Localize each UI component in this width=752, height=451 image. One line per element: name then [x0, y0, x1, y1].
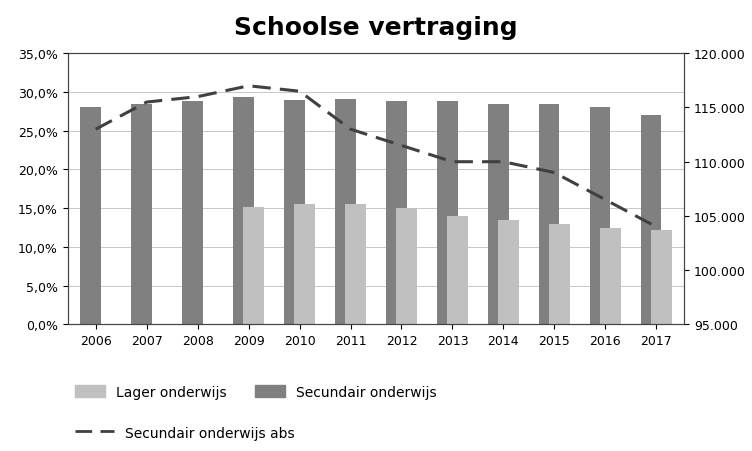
Bar	[600, 228, 620, 325]
Bar	[244, 208, 264, 325]
Secundair onderwijs abs	[448, 160, 457, 165]
Bar	[437, 102, 457, 325]
Bar	[447, 216, 468, 325]
Bar	[295, 205, 315, 325]
Bar	[549, 224, 570, 325]
Bar	[387, 101, 407, 325]
Title: Schoolse vertraging: Schoolse vertraging	[234, 16, 518, 40]
Secundair onderwijs abs	[346, 127, 355, 133]
Bar	[80, 108, 101, 325]
Secundair onderwijs abs	[142, 100, 151, 106]
Secundair onderwijs abs	[397, 143, 406, 149]
Legend: Secundair onderwijs abs: Secundair onderwijs abs	[74, 426, 294, 440]
Secundair onderwijs abs	[295, 89, 304, 95]
Bar	[651, 230, 672, 325]
Bar	[132, 104, 152, 325]
Bar	[488, 104, 508, 325]
Secundair onderwijs abs	[550, 170, 559, 176]
Secundair onderwijs abs	[601, 198, 610, 203]
Bar	[182, 101, 203, 325]
Bar	[345, 205, 365, 325]
Bar	[233, 98, 253, 325]
Bar	[335, 100, 356, 325]
Secundair onderwijs abs	[652, 225, 661, 230]
Bar	[641, 116, 662, 325]
Secundair onderwijs abs	[499, 160, 508, 165]
Secundair onderwijs abs	[244, 84, 253, 89]
Secundair onderwijs abs	[91, 127, 100, 133]
Line: Secundair onderwijs abs: Secundair onderwijs abs	[96, 87, 656, 227]
Bar	[499, 221, 519, 325]
Bar	[396, 209, 417, 325]
Bar	[539, 105, 559, 325]
Bar	[284, 101, 305, 325]
Bar	[590, 108, 611, 325]
Secundair onderwijs abs	[193, 95, 202, 100]
Legend: Lager onderwijs, Secundair onderwijs: Lager onderwijs, Secundair onderwijs	[74, 385, 437, 399]
